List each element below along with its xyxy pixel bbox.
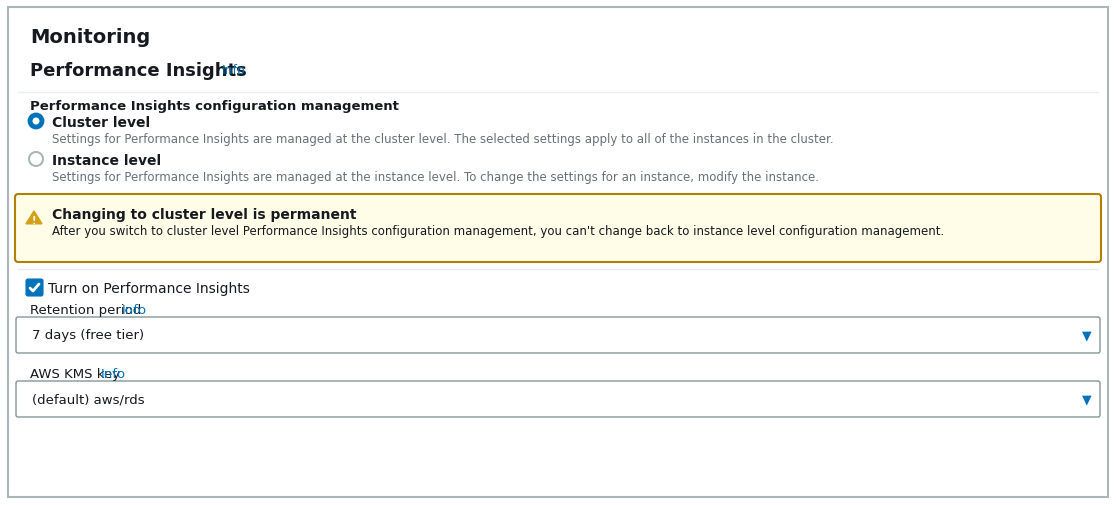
Text: Retention period: Retention period bbox=[30, 304, 142, 316]
Text: ▼: ▼ bbox=[1083, 329, 1091, 342]
Circle shape bbox=[33, 119, 39, 125]
Text: Instance level: Instance level bbox=[52, 154, 161, 168]
FancyBboxPatch shape bbox=[8, 8, 1108, 497]
Polygon shape bbox=[26, 212, 42, 224]
Text: ▼: ▼ bbox=[1083, 393, 1091, 406]
Text: Turn on Performance Insights: Turn on Performance Insights bbox=[48, 281, 250, 295]
Text: 7 days (free tier): 7 days (free tier) bbox=[32, 329, 144, 342]
Text: Settings for Performance Insights are managed at the instance level. To change t: Settings for Performance Insights are ma… bbox=[52, 171, 819, 184]
FancyBboxPatch shape bbox=[16, 317, 1100, 353]
Text: Settings for Performance Insights are managed at the cluster level. The selected: Settings for Performance Insights are ma… bbox=[52, 133, 834, 146]
Circle shape bbox=[29, 115, 44, 129]
FancyBboxPatch shape bbox=[15, 194, 1101, 263]
Text: Monitoring: Monitoring bbox=[30, 28, 151, 47]
Text: Info: Info bbox=[122, 304, 147, 316]
Text: Changing to cluster level is permanent: Changing to cluster level is permanent bbox=[52, 208, 356, 222]
Text: Cluster level: Cluster level bbox=[52, 116, 151, 130]
Text: Info: Info bbox=[222, 64, 246, 77]
Circle shape bbox=[30, 116, 42, 128]
Text: !: ! bbox=[31, 216, 36, 226]
Circle shape bbox=[29, 153, 44, 167]
Text: AWS KMS key: AWS KMS key bbox=[30, 367, 121, 380]
FancyBboxPatch shape bbox=[27, 280, 42, 296]
Text: Performance Insights configuration management: Performance Insights configuration manag… bbox=[30, 100, 398, 113]
Text: After you switch to cluster level Performance Insights configuration management,: After you switch to cluster level Perfor… bbox=[52, 225, 944, 237]
FancyBboxPatch shape bbox=[16, 381, 1100, 417]
Text: Performance Insights: Performance Insights bbox=[30, 62, 247, 80]
Text: Info: Info bbox=[102, 367, 126, 380]
Text: (default) aws/rds: (default) aws/rds bbox=[32, 393, 145, 406]
